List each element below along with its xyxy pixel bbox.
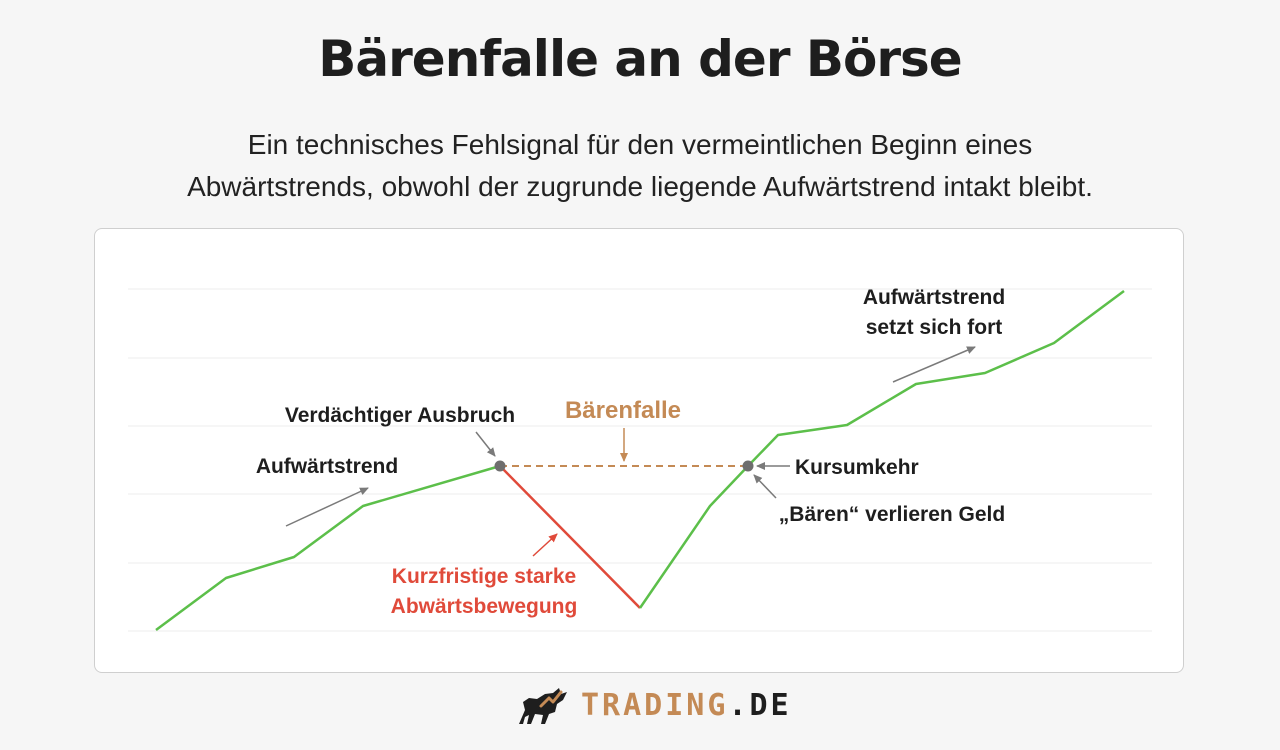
recovery-line <box>638 289 1125 609</box>
subtitle-line-1: Ein technisches Fehlsignal für den verme… <box>247 129 1033 160</box>
diagram-panel <box>94 228 1184 673</box>
breakout-arrow <box>475 431 496 457</box>
bull-icon <box>519 688 567 724</box>
label-down-move-1: Kurzfristige starke <box>392 565 576 588</box>
brand-tld: .DE <box>728 688 792 723</box>
continues-arrow <box>892 346 976 383</box>
label-suspicious-breakout: Verdächtiger Ausbruch <box>285 404 515 427</box>
label-uptrend: Aufwärtstrend <box>256 455 398 478</box>
label-reversal: Kursumkehr <box>795 456 919 479</box>
subtitle-line-2: Abwärtstrends, obwohl der zugrunde liege… <box>187 171 1093 202</box>
footer-logo: TRADING.DE <box>515 684 789 734</box>
reversal-point <box>742 460 754 472</box>
label-continues-2: setzt sich fort <box>866 316 1003 339</box>
uptrend-arrow <box>285 487 369 527</box>
label-down-move-2: Abwärtsbewegung <box>391 595 578 618</box>
label-bear-trap: Bärenfalle <box>565 397 681 424</box>
label-continues-1: Aufwärtstrend <box>863 286 1005 309</box>
brand-wordmark: TRADING.DE <box>581 688 792 723</box>
subtitle: Ein technisches Fehlsignal für den verme… <box>90 124 1190 208</box>
down-move-arrow <box>532 533 558 557</box>
breakout-point <box>494 460 506 472</box>
page-title: Bärenfalle an der Börse <box>318 30 962 88</box>
gridlines <box>128 288 1152 632</box>
bears-lose-arrow <box>753 474 777 499</box>
uptrend-line <box>155 464 501 632</box>
label-bears-lose: „Bären“ verlieren Geld <box>779 503 1005 526</box>
brand-main: TRADING <box>581 688 729 723</box>
down-move-line <box>499 465 641 609</box>
